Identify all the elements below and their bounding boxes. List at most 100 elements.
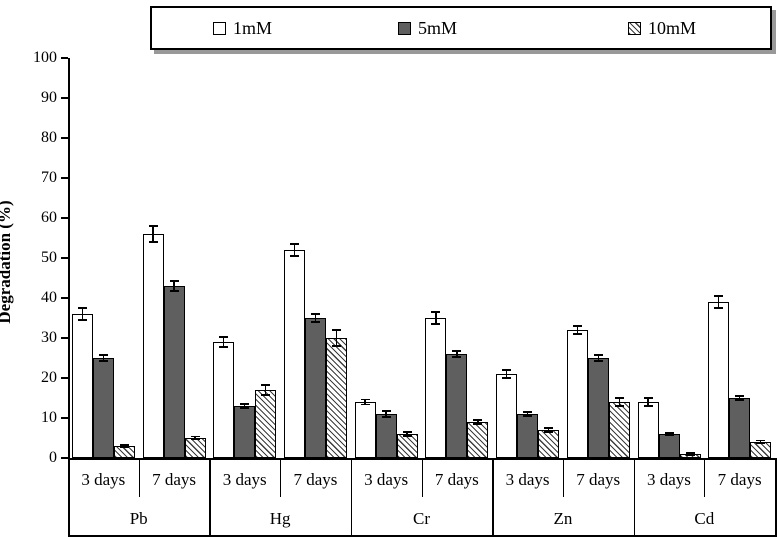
error-bar-Zn-3days-10mM — [547, 428, 550, 432]
error-bar-Cd-3days-1mM — [647, 398, 649, 406]
day-label-Pb-7days: 7 days — [152, 470, 196, 489]
bar-Pb-7days-1mM — [142, 234, 164, 458]
error-cap-top-Zn-7days-1mM — [572, 325, 582, 327]
error-bar-Hg-7days-10mM — [335, 330, 338, 346]
error-cap-top-Hg-7days-5mM — [311, 313, 320, 315]
error-bar-Pb-7days-1mM — [152, 226, 154, 242]
bar-Cd-3days-5mM — [658, 434, 680, 458]
error-cap-top-Zn-7days-5mM — [593, 354, 603, 356]
bar-Hg-7days-10mM — [326, 338, 347, 458]
error-bar-Cd-7days-5mM — [738, 396, 741, 400]
ytick-mark-80 — [61, 137, 68, 139]
bar-Hg-3days-10mM — [255, 390, 277, 458]
error-cap-bottom-Cd-7days-5mM — [735, 399, 745, 401]
error-cap-bottom-Zn-3days-1mM — [502, 377, 512, 379]
error-cap-bottom-Hg-3days-5mM — [240, 407, 250, 409]
error-cap-bottom-Hg-3days-1mM — [219, 346, 229, 348]
error-cap-bottom-Hg-7days-5mM — [311, 321, 320, 323]
error-bar-Cd-7days-10mM — [759, 440, 762, 444]
error-bar-Pb-3days-1mM — [81, 308, 84, 320]
bar-Cd-7days-1mM — [708, 302, 730, 458]
error-bar-Zn-3days-1mM — [505, 370, 508, 378]
error-cap-top-Zn-3days-1mM — [502, 369, 512, 371]
bar-Pb-3days-1mM — [71, 314, 93, 458]
day-divider-Pb — [138, 458, 140, 497]
ytick-mark-40 — [61, 297, 68, 299]
ytick-mark-50 — [61, 257, 68, 259]
error-cap-top-Zn-3days-10mM — [544, 427, 554, 429]
error-bar-Hg-3days-1mM — [222, 337, 225, 347]
group-label-Hg: Hg — [269, 509, 291, 528]
ytick-mark-100 — [61, 57, 68, 59]
error-cap-top-Cd-3days-10mM — [685, 452, 695, 454]
error-bar-Cr-3days-10mM — [406, 432, 408, 436]
error-cap-top-Cr-7days-10mM — [473, 419, 483, 421]
error-cap-top-Zn-7days-10mM — [614, 397, 624, 399]
error-cap-bottom-Zn-7days-10mM — [614, 405, 624, 407]
bar-Cd-3days-1mM — [637, 402, 659, 458]
error-bar-Cd-3days-5mM — [668, 432, 670, 436]
bar-Zn-3days-5mM — [517, 414, 539, 458]
legend-label-10mm: 10mM — [648, 18, 697, 38]
legend-item-10mm: 10mM — [628, 8, 696, 48]
error-cap-top-Hg-7days-1mM — [290, 243, 299, 245]
group-divider-4 — [633, 458, 636, 535]
bar-Pb-3days-5mM — [92, 358, 114, 458]
day-divider-Hg — [280, 458, 282, 497]
error-cap-top-Cr-3days-5mM — [381, 410, 391, 412]
error-cap-top-Pb-3days-5mM — [98, 354, 108, 356]
legend-swatch-10mm-icon — [628, 21, 641, 35]
error-cap-bottom-Pb-7days-1mM — [148, 241, 158, 243]
table-bottom-line — [68, 535, 777, 537]
group-divider-3 — [492, 458, 494, 535]
bar-Cr-7days-1mM — [425, 318, 447, 458]
legend-swatch-1mm-icon — [213, 21, 226, 35]
day-label-Hg-3days: 3 days — [222, 470, 267, 489]
error-bar-Cr-7days-10mM — [477, 420, 479, 424]
group-divider-right — [775, 458, 777, 535]
error-cap-bottom-Hg-7days-10mM — [332, 345, 341, 347]
bar-Zn-3days-1mM — [496, 374, 518, 458]
error-bar-Cr-3days-5mM — [385, 410, 387, 418]
ytick-label-70: 70 — [41, 169, 57, 186]
ytick-mark-60 — [61, 217, 68, 219]
day-label-Zn-3days: 3 days — [505, 470, 550, 489]
ytick-mark-30 — [61, 337, 68, 339]
error-cap-top-Cd-3days-1mM — [643, 397, 653, 399]
error-cap-bottom-Cd-7days-10mM — [756, 442, 766, 445]
ytick-mark-20 — [61, 377, 68, 379]
error-cap-top-Cr-3days-10mM — [402, 431, 412, 433]
error-cap-bottom-Pb-7days-10mM — [190, 438, 200, 441]
error-cap-bottom-Zn-7days-1mM — [572, 333, 582, 335]
group-divider-2 — [350, 458, 353, 535]
error-cap-top-Cd-7days-5mM — [735, 395, 745, 397]
error-cap-bottom-Pb-3days-10mM — [119, 446, 129, 448]
error-bar-Cr-3days-1mM — [364, 399, 366, 405]
day-label-Cd-3days: 3 days — [646, 470, 691, 489]
bar-Cd-7days-10mM — [750, 442, 772, 458]
error-cap-bottom-Pb-7days-5mM — [169, 290, 179, 292]
ytick-label-100: 100 — [33, 49, 57, 66]
error-bar-Zn-7days-1mM — [576, 326, 579, 334]
y-axis-line — [68, 58, 70, 459]
day-divider-Cd — [704, 458, 706, 497]
legend-item-5mm: 5mM — [398, 8, 457, 48]
error-cap-top-Hg-7days-10mM — [332, 329, 341, 331]
ytick-label-20: 20 — [41, 369, 57, 386]
error-cap-bottom-Cd-3days-10mM — [685, 454, 695, 456]
ytick-label-10: 10 — [41, 409, 57, 426]
ytick-label-30: 30 — [41, 329, 57, 346]
error-bar-Hg-3days-5mM — [243, 404, 246, 408]
day-label-Pb-3days: 3 days — [81, 470, 126, 489]
error-cap-bottom-Cr-3days-1mM — [360, 403, 370, 406]
error-bar-Zn-7days-10mM — [618, 398, 621, 406]
bar-Pb-7days-5mM — [163, 286, 185, 458]
error-cap-top-Pb-7days-5mM — [169, 280, 179, 282]
ytick-label-80: 80 — [41, 129, 57, 146]
ytick-mark-70 — [61, 177, 68, 179]
error-bar-Pb-7days-10mM — [194, 436, 196, 440]
bar-Zn-3days-10mM — [538, 430, 560, 458]
group-label-Zn: Zn — [553, 509, 573, 528]
error-bar-Pb-3days-5mM — [102, 354, 105, 362]
